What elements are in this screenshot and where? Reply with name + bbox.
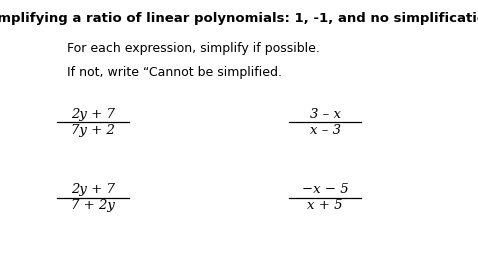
Text: 7y + 2: 7y + 2 — [71, 124, 115, 137]
Text: If not, write “Cannot be simplified.: If not, write “Cannot be simplified. — [67, 66, 282, 79]
Text: Simplifying a ratio of linear polynomials: 1, -1, and no simplification: Simplifying a ratio of linear polynomial… — [0, 12, 478, 25]
Text: 2y + 7: 2y + 7 — [71, 183, 115, 196]
Text: x – 3: x – 3 — [310, 124, 340, 137]
Text: 3 – x: 3 – x — [310, 108, 340, 121]
Text: x + 5: x + 5 — [307, 199, 343, 212]
Text: −x − 5: −x − 5 — [302, 183, 348, 196]
Text: 2y + 7: 2y + 7 — [71, 108, 115, 121]
Text: For each expression, simplify if possible.: For each expression, simplify if possibl… — [67, 42, 320, 55]
Text: 7 + 2y: 7 + 2y — [71, 199, 115, 212]
